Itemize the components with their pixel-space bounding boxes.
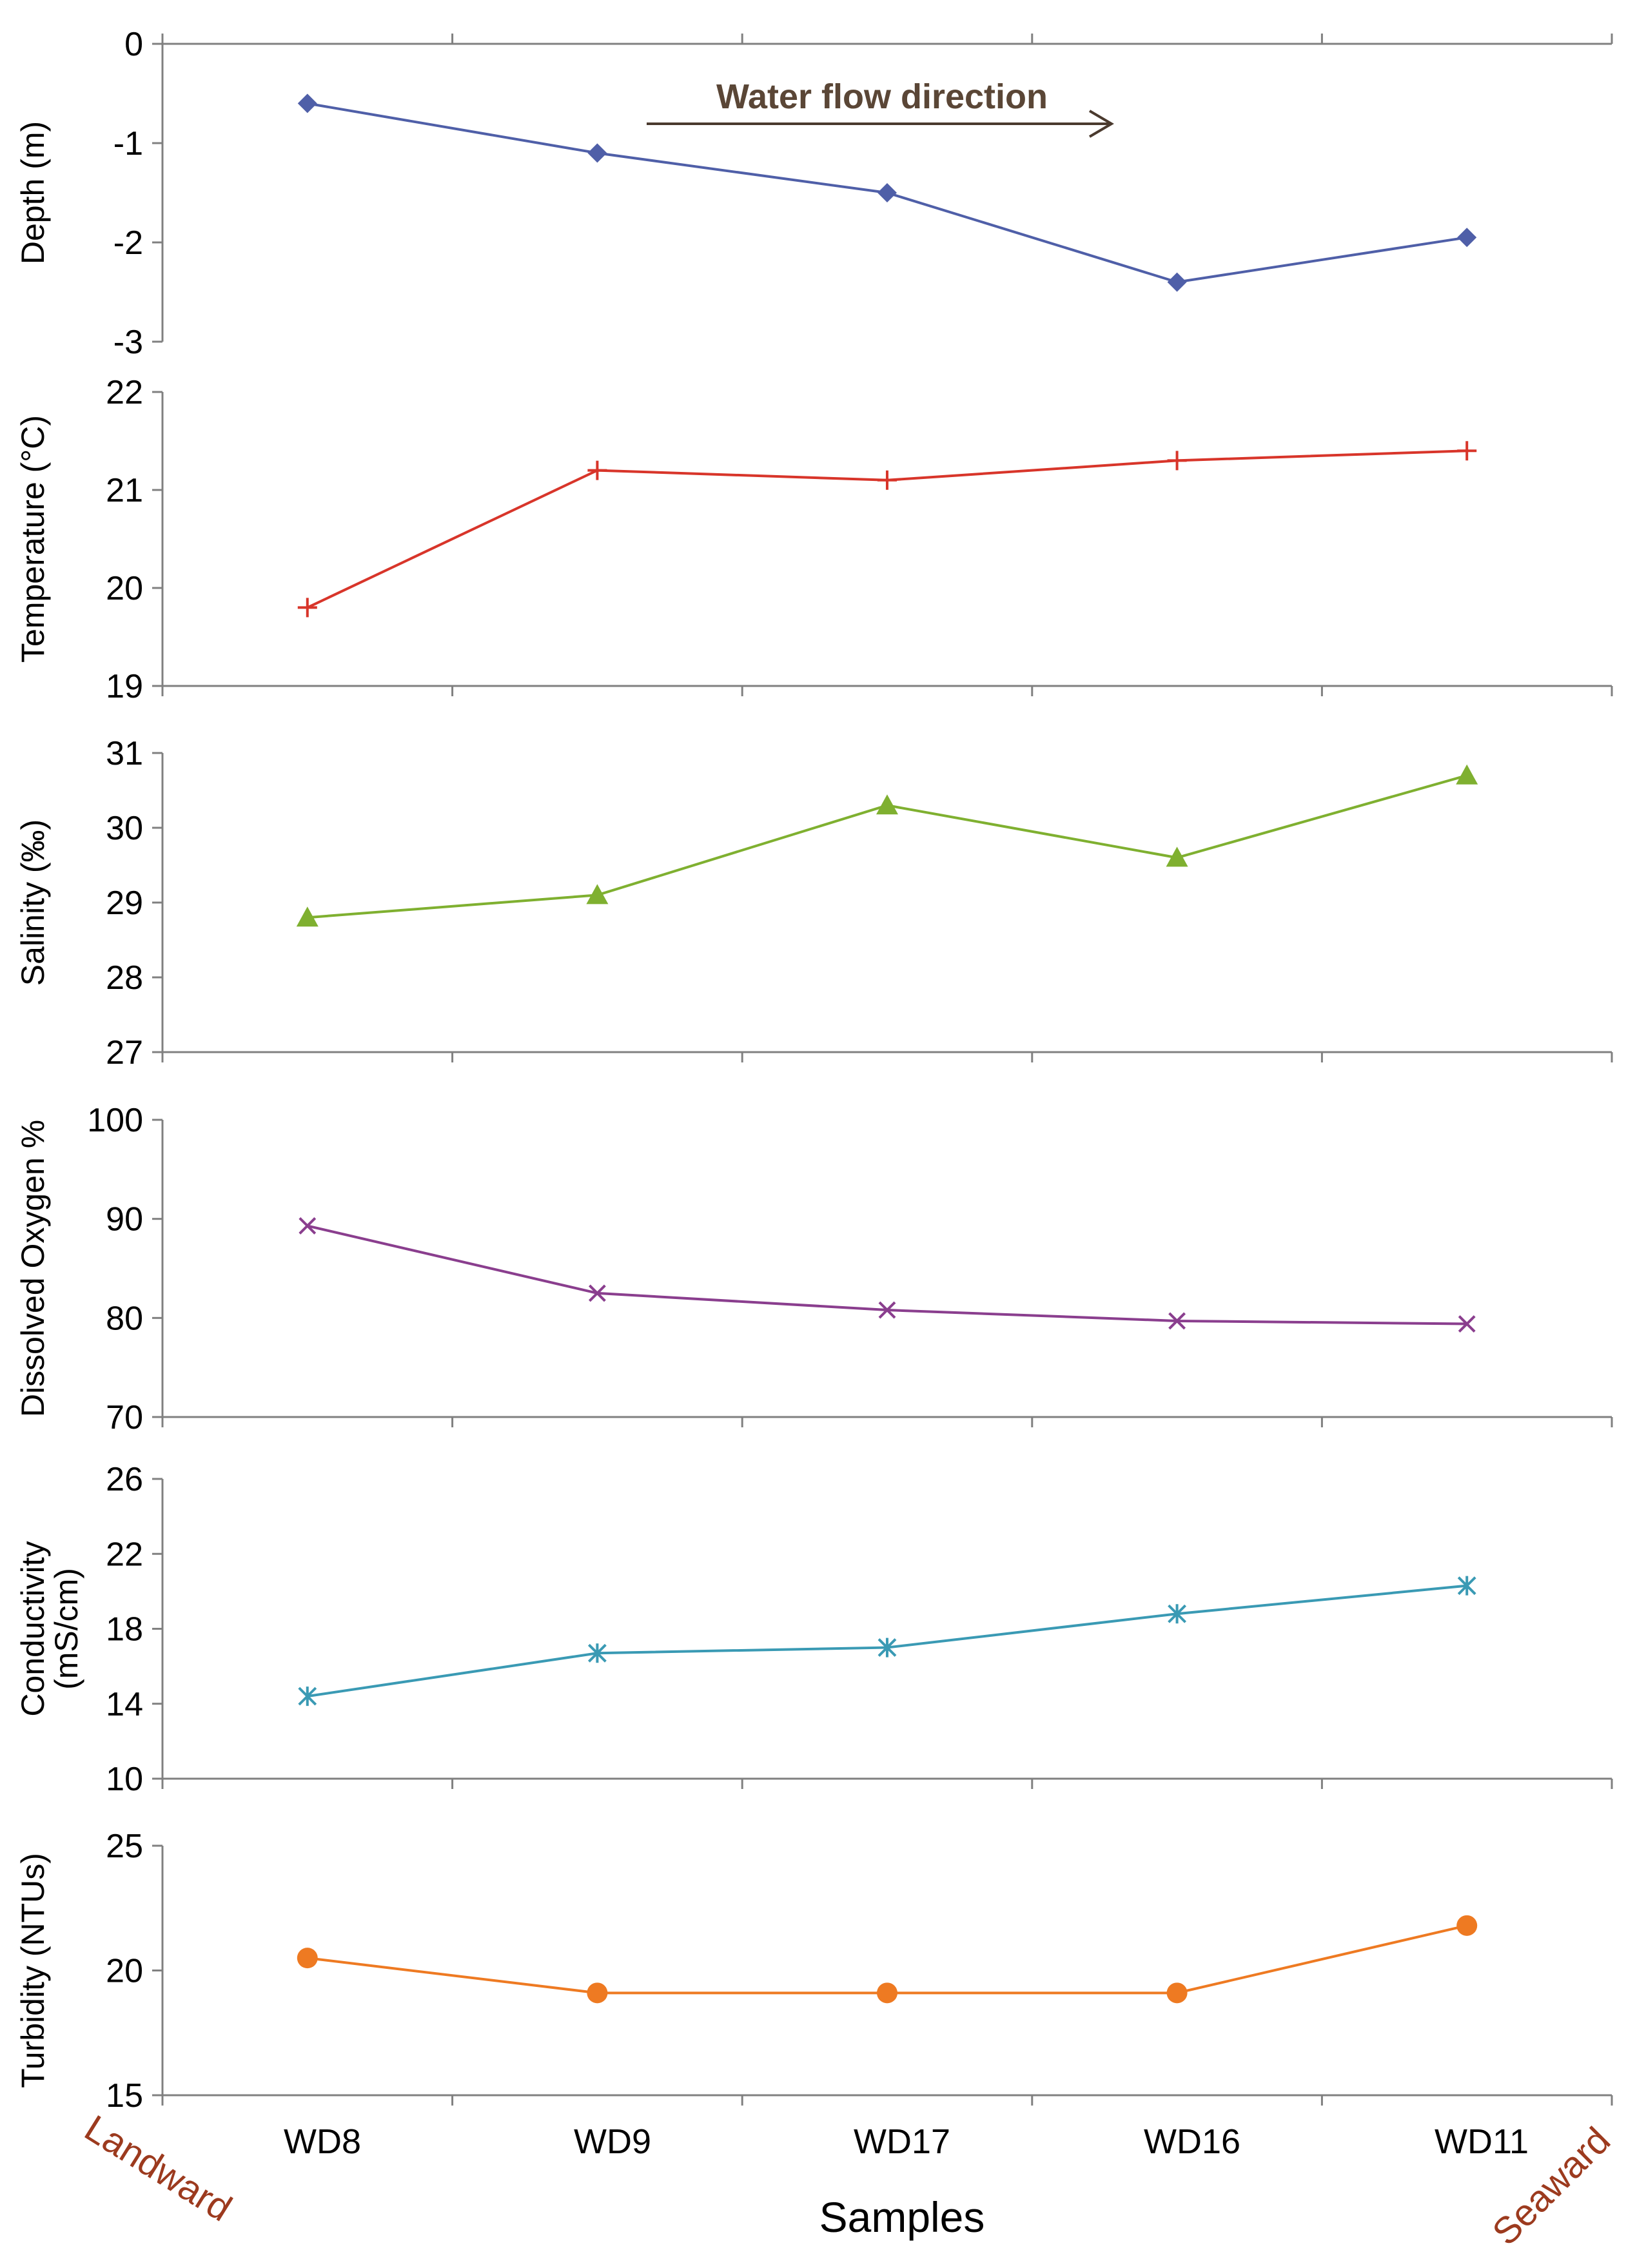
- y-tick-label: 22: [106, 374, 143, 411]
- panel-temperature: 22 21 20 19 Temperature (°C): [15, 374, 1613, 705]
- y-tick-label: 14: [106, 1686, 143, 1723]
- y-tick-label: 25: [106, 1828, 143, 1865]
- x-tick-label-wd11: WD11: [1435, 2122, 1529, 2161]
- panel-depth: 0 -1 -2 -3 Depth (m) Water flow direction: [15, 26, 1613, 361]
- data-point-temperature-wd17: [877, 470, 897, 490]
- data-point-conductivity-wd9: [587, 1643, 607, 1663]
- y-axis-title: Depth (m): [15, 121, 51, 264]
- y-tick-label: 26: [106, 1461, 143, 1498]
- data-point-depth-wd9: [587, 143, 607, 163]
- chart-panels: 0 -1 -2 -3 Depth (m) Water flow direction 22 21…: [15, 26, 1613, 2115]
- y-tick-label: -1: [113, 125, 143, 162]
- data-point-depth-wd11: [1457, 228, 1477, 248]
- data-point-oxygen-wd8: [299, 1217, 317, 1235]
- x-tick-label-wd17: WD17: [854, 2122, 950, 2161]
- data-point-temperature-wd11: [1457, 441, 1477, 461]
- data-point-turbidity-wd8: [297, 1948, 318, 1969]
- y-axis-title-units: (mS/cm): [48, 1568, 84, 1690]
- data-point-turbidity-wd17: [877, 1982, 897, 2004]
- data-point-oxygen-wd16: [1168, 1312, 1186, 1330]
- data-point-temperature-wd8: [297, 598, 317, 618]
- y-tick-label: -2: [113, 224, 143, 262]
- y-tick-label: 27: [106, 1034, 143, 1071]
- y-tick-label: 10: [106, 1761, 143, 1798]
- flow-arrow-head: [1088, 110, 1114, 138]
- x-tick-label-wd16: WD16: [1144, 2122, 1240, 2161]
- panel-salinity: 31 30 29 28 27 Salinity (‰): [15, 735, 1613, 1071]
- data-point-depth-wd16: [1167, 272, 1187, 292]
- y-axis-title: Temperature (°C): [15, 415, 51, 663]
- y-tick-label: -3: [113, 324, 143, 361]
- data-point-temperature-wd16: [1167, 451, 1187, 471]
- y-axis-title: Dissolved Oxygen %: [15, 1120, 51, 1417]
- y-tick-label: 0: [124, 26, 143, 63]
- data-point-conductivity-wd8: [298, 1686, 317, 1706]
- data-point-depth-wd17: [877, 183, 897, 202]
- y-tick-label: 18: [106, 1611, 143, 1648]
- data-point-conductivity-wd17: [877, 1637, 897, 1657]
- x-tick-label-wd8: WD8: [284, 2122, 361, 2161]
- y-tick-label: 30: [106, 810, 143, 847]
- y-tick-label: 28: [106, 959, 143, 997]
- y-tick-label: 20: [106, 570, 143, 607]
- data-point-oxygen-wd17: [878, 1301, 896, 1319]
- y-axis-title: Conductivity: [15, 1541, 51, 1716]
- data-point-oxygen-wd11: [1458, 1315, 1476, 1333]
- data-point-salinity-wd9: [586, 884, 609, 904]
- data-point-salinity-wd16: [1166, 846, 1188, 867]
- x-tick-label-wd9: WD9: [574, 2122, 651, 2161]
- data-point-depth-wd8: [297, 93, 317, 113]
- water-flow-annotation: Water flow direction: [647, 77, 1114, 138]
- y-tick-label: 90: [106, 1201, 143, 1238]
- y-tick-label: 20: [106, 1953, 143, 1990]
- panel-turbidity: 25 20 15 Turbidity (NTUs): [15, 1828, 1613, 2115]
- panel-conductivity: 26 22 18 14 10 Conductivity(mS/cm): [15, 1461, 1613, 1798]
- data-point-turbidity-wd16: [1166, 1982, 1188, 2004]
- bottom-axis: WD8 WD9 WD17 WD16 WD11 Samples Landward …: [77, 2107, 1618, 2253]
- y-tick-label: 21: [106, 472, 143, 509]
- data-point-conductivity-wd16: [1168, 1604, 1187, 1624]
- x-axis-title: Samples: [819, 2193, 985, 2241]
- y-tick-label: 100: [87, 1102, 143, 1139]
- data-point-turbidity-wd9: [587, 1982, 608, 2004]
- y-tick-label: 22: [106, 1536, 143, 1573]
- data-point-salinity-wd11: [1456, 764, 1478, 785]
- landward-label: Landward: [77, 2107, 239, 2229]
- y-tick-label: 29: [106, 885, 143, 922]
- y-axis-title: Turbidity (NTUs): [15, 1853, 51, 2088]
- y-axis-title: Salinity (‰): [15, 819, 51, 986]
- data-point-conductivity-wd11: [1457, 1576, 1476, 1596]
- y-tick-label: 70: [106, 1399, 143, 1436]
- water-flow-label: Water flow direction: [716, 77, 1048, 116]
- y-tick-label: 15: [106, 2077, 143, 2115]
- data-point-oxygen-wd9: [588, 1284, 606, 1302]
- data-point-turbidity-wd11: [1456, 1915, 1478, 1936]
- data-point-salinity-wd8: [296, 906, 318, 927]
- y-tick-label: 19: [106, 668, 143, 705]
- y-tick-label: 31: [106, 735, 143, 772]
- panel-oxygen: 100 90 80 70 Dissolved Oxygen %: [15, 1102, 1613, 1436]
- data-point-salinity-wd17: [876, 794, 898, 815]
- data-point-temperature-wd9: [587, 460, 607, 480]
- y-tick-label: 80: [106, 1300, 143, 1337]
